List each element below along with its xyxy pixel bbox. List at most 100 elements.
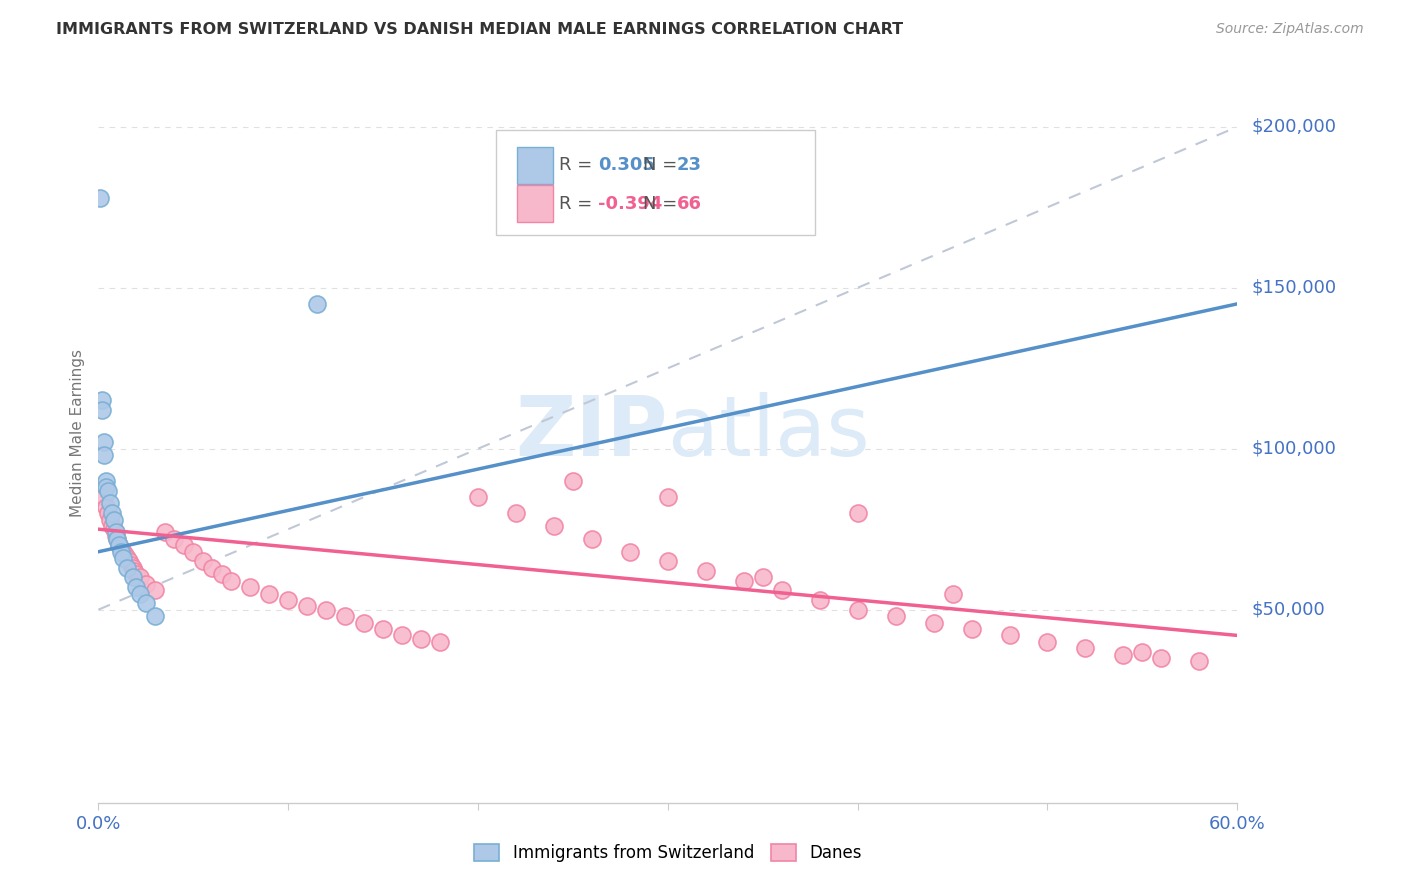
Point <box>221 574 243 588</box>
Point <box>752 570 775 584</box>
Point <box>100 519 122 533</box>
Point <box>335 609 357 624</box>
Point <box>93 435 115 450</box>
Point <box>98 496 121 510</box>
Text: N =: N = <box>644 156 683 174</box>
Point <box>467 490 489 504</box>
Text: 23: 23 <box>678 156 702 174</box>
Point <box>922 615 945 630</box>
Point <box>112 545 135 559</box>
Point <box>94 474 117 488</box>
Text: 66: 66 <box>678 194 702 213</box>
Text: ZIP: ZIP <box>516 392 668 473</box>
Text: atlas: atlas <box>668 392 869 473</box>
Point <box>135 596 157 610</box>
Point <box>581 532 603 546</box>
Point <box>103 512 125 526</box>
Point <box>120 558 142 572</box>
Text: Source: ZipAtlas.com: Source: ZipAtlas.com <box>1216 22 1364 37</box>
Point <box>163 532 186 546</box>
Point <box>371 622 394 636</box>
Point <box>411 632 433 646</box>
Point <box>191 554 214 568</box>
Point <box>211 567 233 582</box>
Point <box>619 545 641 559</box>
Point <box>1188 654 1211 668</box>
Point <box>94 480 117 494</box>
Text: $200,000: $200,000 <box>1251 118 1336 136</box>
Point <box>297 599 319 614</box>
Text: IMMIGRANTS FROM SWITZERLAND VS DANISH MEDIAN MALE EARNINGS CORRELATION CHART: IMMIGRANTS FROM SWITZERLAND VS DANISH ME… <box>56 22 904 37</box>
Point <box>657 554 679 568</box>
Point <box>121 570 143 584</box>
Text: $100,000: $100,000 <box>1251 440 1336 458</box>
Point <box>960 622 983 636</box>
Point <box>562 474 585 488</box>
Point <box>173 538 195 552</box>
Point <box>135 577 157 591</box>
Point <box>97 483 120 498</box>
Point <box>657 490 679 504</box>
Point <box>104 528 127 542</box>
Point <box>429 635 451 649</box>
Point <box>125 567 148 582</box>
Point <box>110 545 132 559</box>
Point <box>543 519 565 533</box>
Point <box>259 586 281 600</box>
Point <box>305 297 328 311</box>
Point <box>505 506 527 520</box>
Point <box>353 615 375 630</box>
Point <box>239 580 262 594</box>
Point <box>94 500 117 514</box>
Point <box>1150 651 1173 665</box>
Point <box>114 548 136 562</box>
Point <box>998 628 1021 642</box>
Point <box>884 609 907 624</box>
Legend: Immigrants from Switzerland, Danes: Immigrants from Switzerland, Danes <box>468 837 868 869</box>
Point <box>145 609 167 624</box>
Point <box>277 593 299 607</box>
Point <box>93 490 115 504</box>
Point <box>1036 635 1059 649</box>
Point <box>124 564 146 578</box>
Point <box>91 393 114 408</box>
Point <box>770 583 793 598</box>
Point <box>91 403 114 417</box>
Point <box>733 574 755 588</box>
Point <box>315 602 337 616</box>
Text: -0.394: -0.394 <box>599 194 662 213</box>
Point <box>100 506 122 520</box>
Point <box>115 561 138 575</box>
Point <box>97 506 120 520</box>
Text: 0.305: 0.305 <box>599 156 655 174</box>
Point <box>129 570 152 584</box>
Point <box>115 551 138 566</box>
Text: $150,000: $150,000 <box>1251 279 1336 297</box>
Point <box>118 554 141 568</box>
Point <box>183 545 205 559</box>
Point <box>1112 648 1135 662</box>
Point <box>103 522 125 536</box>
Point <box>846 506 869 520</box>
Point <box>695 564 717 578</box>
Point <box>153 525 176 540</box>
Point <box>201 561 224 575</box>
Point <box>107 532 129 546</box>
Point <box>108 538 131 552</box>
Point <box>108 538 131 552</box>
Point <box>808 593 831 607</box>
Point <box>98 512 121 526</box>
Point <box>391 628 413 642</box>
Point <box>104 525 127 540</box>
Point <box>93 448 115 462</box>
Point <box>846 602 869 616</box>
Point <box>112 551 135 566</box>
Point <box>145 583 167 598</box>
Text: R =: R = <box>560 156 598 174</box>
Point <box>129 586 152 600</box>
Point <box>125 580 148 594</box>
Point <box>110 541 132 556</box>
Point <box>89 191 111 205</box>
Text: $50,000: $50,000 <box>1251 600 1324 619</box>
Point <box>121 561 143 575</box>
